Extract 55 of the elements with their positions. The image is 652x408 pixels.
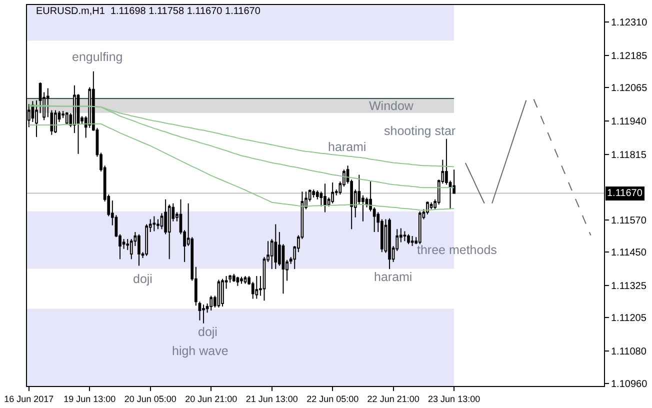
line-series	[28, 123, 455, 211]
band-label: Window	[369, 99, 414, 113]
candlestick	[221, 278, 224, 307]
candlestick	[138, 234, 140, 266]
chart-title: EURUSD.m,H1 1.11698 1.11758 1.11670 1.11670	[36, 6, 261, 17]
annotation: harami	[328, 140, 366, 154]
line-series	[533, 98, 592, 236]
candlestick	[418, 210, 422, 245]
annotation: harami	[374, 270, 412, 284]
y-tick-label: 1.12185	[611, 50, 648, 62]
candlestick	[232, 273, 236, 282]
candlestick	[410, 236, 414, 246]
annotation: high wave	[172, 344, 228, 358]
y-tick-label: 1.11080	[611, 346, 647, 358]
y-tick-label: 1.11570	[611, 216, 647, 226]
candlestick	[236, 276, 240, 286]
y-tick-label: 1.11325	[611, 281, 647, 292]
annotation: doji	[133, 272, 152, 286]
x-tick-label: 16 Jun 2017	[4, 394, 54, 404]
ref-line-label: 1.11670	[607, 188, 643, 199]
candlestick	[331, 182, 334, 204]
candlestick	[240, 276, 243, 284]
y-tick-label: 1.11815	[611, 150, 647, 161]
y-tick-label: 1.12310	[611, 17, 648, 28]
x-tick-label: 19 Jun 13:00	[64, 394, 116, 404]
candlestick	[168, 204, 171, 260]
x-tick-label: 21 Jun 13:00	[246, 394, 298, 404]
x-tick-label: 20 Jun 05:00	[124, 394, 176, 404]
candlestick	[65, 112, 68, 124]
candlestick	[388, 218, 391, 270]
candlestick	[403, 230, 406, 242]
y-tick-label: 1.11450	[611, 248, 647, 259]
annotation: three methods	[417, 243, 497, 257]
y-tick-label: 1.11205	[611, 313, 647, 324]
candlestick	[274, 224, 278, 270]
candlestick	[255, 275, 258, 300]
candlestick	[152, 216, 156, 232]
annotation: doji	[198, 325, 218, 339]
annotation: shooting star	[384, 124, 456, 138]
candlestick	[202, 304, 205, 324]
y-tick-label: 1.11940	[611, 116, 647, 128]
candlestick	[407, 234, 410, 245]
x-tick-label: 22 Jun 05:00	[306, 394, 359, 404]
annotation: engulfing	[72, 50, 123, 64]
candlestick	[312, 188, 316, 198]
candlestick	[35, 100, 38, 138]
x-tick-label: 22 Jun 21:00	[367, 394, 420, 404]
candlestick	[54, 110, 57, 134]
y-tick-label: 1.10960	[611, 378, 648, 390]
x-tick-label: 23 Jun 13:00	[428, 394, 480, 404]
candlestick	[210, 295, 213, 311]
candlestick	[244, 275, 247, 284]
y-tick-label: 1.12065	[611, 82, 648, 94]
candlestick	[324, 183, 326, 213]
x-tick-label: 20 Jun 21:00	[185, 394, 238, 404]
